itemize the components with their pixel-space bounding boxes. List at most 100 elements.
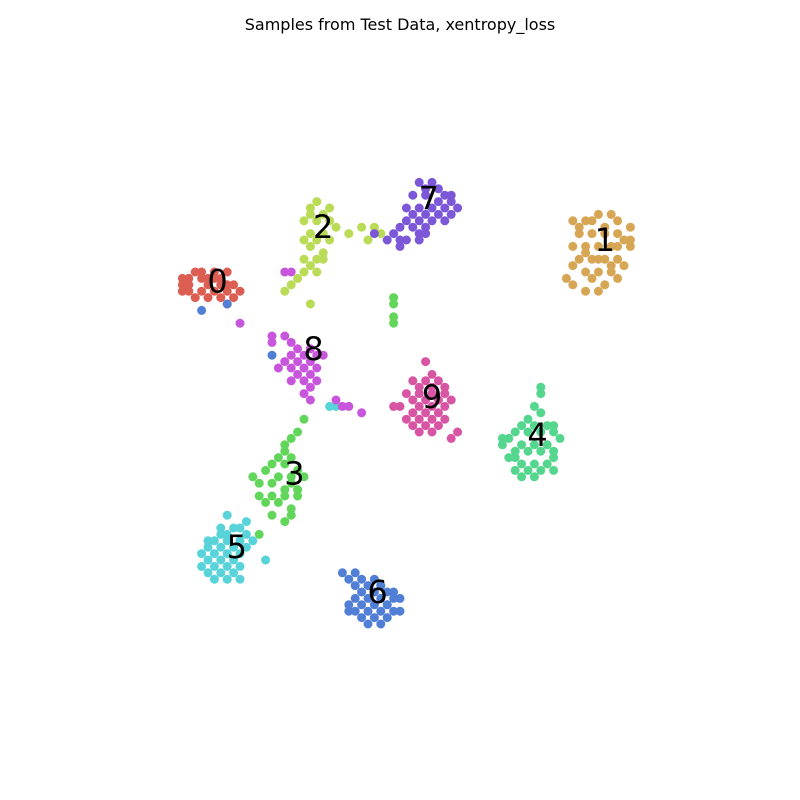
- point-7-33: [414, 235, 424, 245]
- series-3: [248, 293, 399, 539]
- point-1-11: [568, 241, 578, 251]
- point-1-24: [606, 267, 616, 277]
- point-5-10: [203, 542, 213, 552]
- point-7-32: [401, 235, 411, 245]
- point-7-8: [433, 197, 443, 207]
- point-4-16: [542, 440, 552, 450]
- point-0-13: [235, 286, 245, 296]
- point-9-30: [427, 427, 437, 437]
- point-0-17: [216, 293, 226, 303]
- point-6-0: [337, 568, 347, 578]
- point-7-28: [395, 235, 405, 245]
- cluster-label-0: 0: [207, 263, 227, 301]
- point-9-8: [401, 389, 411, 399]
- series-8: [235, 267, 367, 418]
- point-1-31: [561, 273, 571, 283]
- point-2-30: [305, 299, 315, 309]
- point-3-7: [273, 472, 283, 482]
- point-5-20: [229, 555, 239, 565]
- point-8-15: [299, 363, 309, 373]
- point-4-29: [536, 465, 546, 475]
- point-0-19: [197, 267, 207, 277]
- point-7-3: [433, 184, 443, 194]
- point-3-25: [261, 465, 271, 475]
- point-8-20: [299, 376, 309, 386]
- point-6-19: [350, 606, 360, 616]
- point-5-15: [209, 549, 219, 559]
- point-6-33: [267, 350, 277, 360]
- cluster-label-7: 7: [419, 179, 439, 217]
- point-1-27: [613, 273, 623, 283]
- points-layer: [177, 177, 635, 629]
- point-9-33: [389, 401, 399, 411]
- point-8-26: [337, 401, 347, 411]
- point-3-2: [286, 433, 296, 443]
- point-5-33: [325, 401, 335, 411]
- point-3-18: [261, 497, 271, 507]
- point-8-31: [357, 408, 367, 418]
- point-1-18: [600, 254, 610, 264]
- point-9-31: [453, 427, 463, 437]
- point-4-30: [549, 465, 559, 475]
- point-9-28: [433, 421, 443, 431]
- point-5-23: [222, 561, 232, 571]
- point-2-20: [286, 280, 296, 290]
- point-2-7: [305, 229, 315, 239]
- point-3-19: [273, 497, 283, 507]
- point-1-29: [581, 286, 591, 296]
- point-1-4: [613, 216, 623, 226]
- point-4-35: [510, 453, 520, 463]
- point-3-29: [389, 293, 399, 303]
- point-1-33: [625, 235, 635, 245]
- point-7-29: [369, 229, 379, 239]
- point-5-22: [209, 561, 219, 571]
- point-3-21: [267, 510, 277, 520]
- cluster-label-9: 9: [422, 378, 442, 416]
- point-4-19: [510, 446, 520, 456]
- point-9-2: [408, 376, 418, 386]
- point-8-11: [293, 357, 303, 367]
- point-5-31: [261, 555, 271, 565]
- point-8-6: [318, 350, 328, 360]
- point-8-25: [331, 395, 341, 405]
- point-4-4: [523, 414, 533, 424]
- point-1-23: [593, 267, 603, 277]
- point-8-30: [235, 318, 245, 328]
- point-3-16: [293, 491, 303, 501]
- cluster-label-2: 2: [313, 208, 333, 246]
- point-6-14: [344, 600, 354, 610]
- cluster-label-6: 6: [367, 573, 387, 611]
- point-0-11: [209, 267, 219, 277]
- point-0-10: [197, 286, 207, 296]
- point-9-18: [440, 401, 450, 411]
- point-2-25: [344, 229, 354, 239]
- point-6-2: [350, 568, 360, 578]
- point-9-14: [433, 395, 443, 405]
- point-8-19: [286, 376, 296, 386]
- point-3-9: [299, 472, 309, 482]
- point-1-38: [581, 248, 591, 258]
- point-6-27: [376, 619, 386, 629]
- point-9-24: [427, 414, 437, 424]
- point-6-1: [344, 574, 354, 584]
- point-4-11: [536, 427, 546, 437]
- point-5-11: [216, 542, 226, 552]
- point-7-2: [427, 177, 437, 187]
- point-7-18: [446, 209, 456, 219]
- point-8-27: [344, 401, 354, 411]
- point-2-17: [312, 267, 322, 277]
- point-1-22: [581, 267, 591, 277]
- point-0-23: [203, 273, 213, 283]
- point-2-28: [376, 229, 386, 239]
- point-4-33: [497, 433, 507, 443]
- point-9-13: [421, 395, 431, 405]
- point-5-8: [235, 536, 245, 546]
- point-7-24: [421, 222, 431, 232]
- point-1-16: [574, 254, 584, 264]
- point-8-23: [299, 389, 309, 399]
- point-2-27: [363, 235, 373, 245]
- point-8-14: [286, 363, 296, 373]
- point-7-6: [408, 190, 418, 200]
- point-8-18: [305, 369, 315, 379]
